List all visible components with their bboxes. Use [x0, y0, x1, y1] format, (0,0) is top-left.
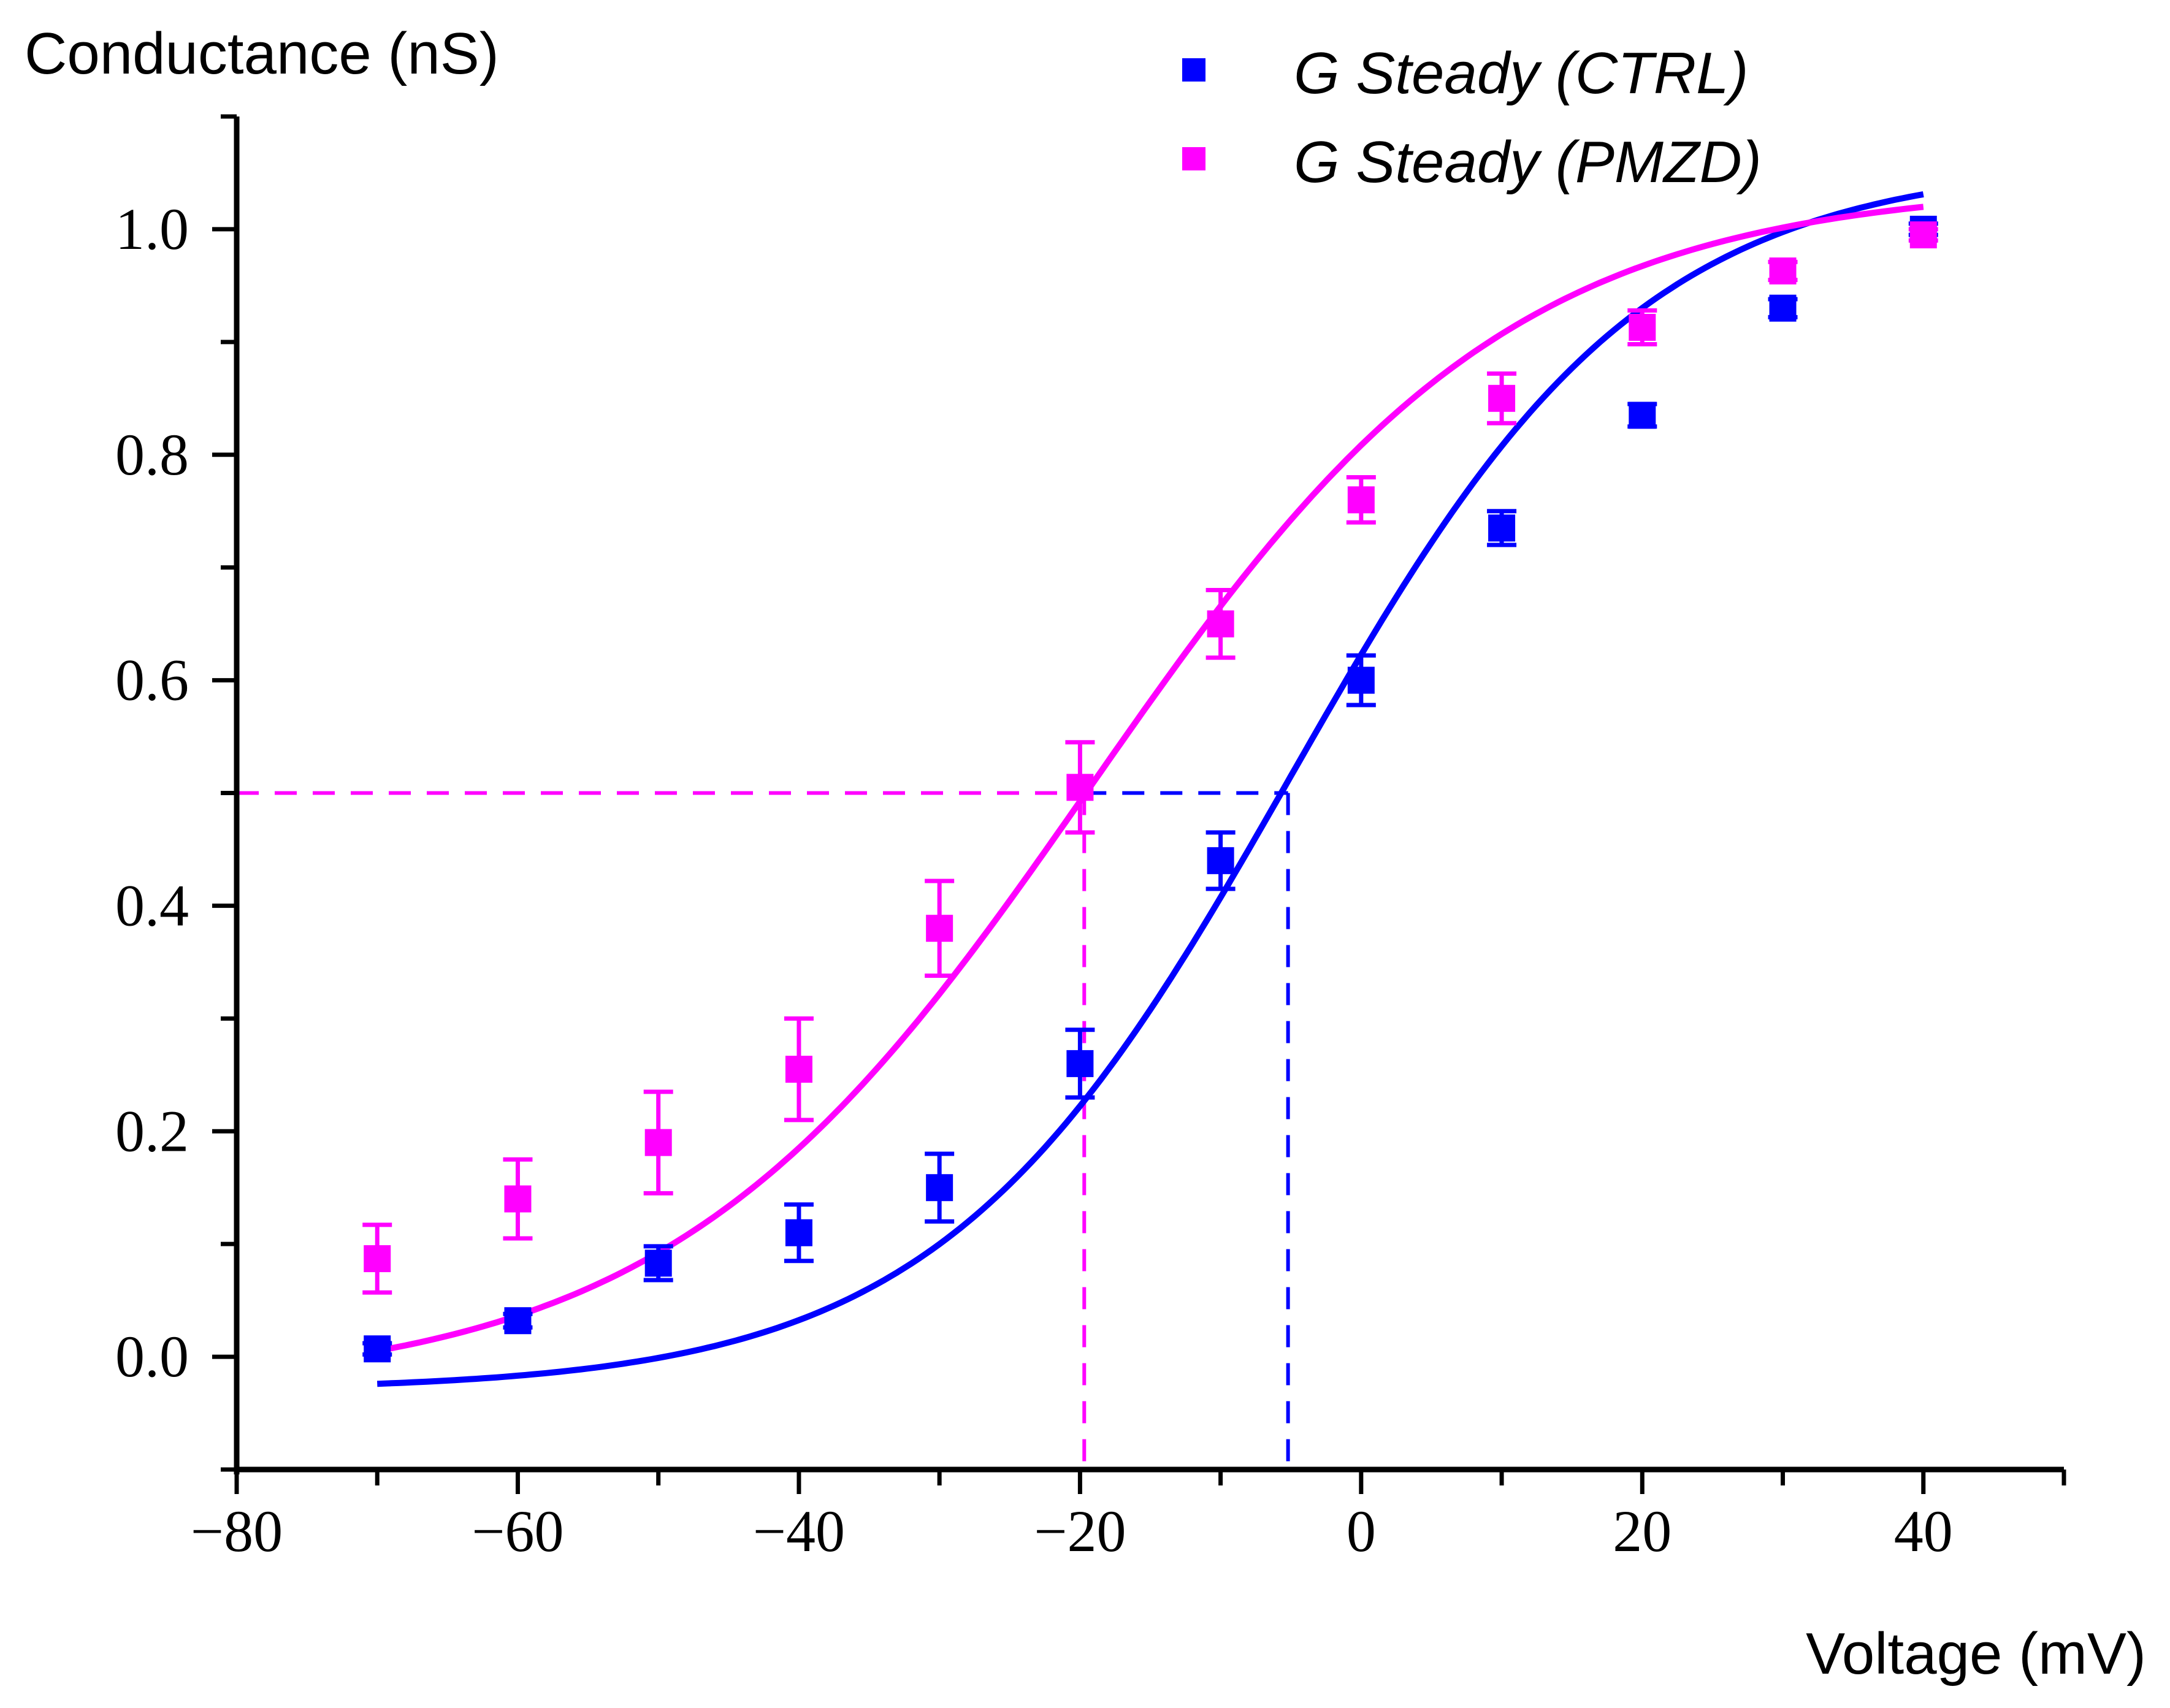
- x-tick-label: −80: [191, 1498, 283, 1564]
- x-tick-label: 20: [1613, 1498, 1671, 1564]
- y-tick-label: 0.4: [115, 872, 189, 938]
- y-tick-label: 0.8: [115, 422, 189, 487]
- pmzd-data-point: [504, 1185, 532, 1213]
- pmzd-data-point: [364, 1245, 391, 1273]
- pmzd-data-point: [1909, 221, 1937, 249]
- y-tick-label: 0.2: [115, 1098, 189, 1164]
- y-tick-label: 1.0: [115, 196, 189, 262]
- ctrl-data-point: [1066, 1050, 1094, 1077]
- ctrl-data-point: [644, 1249, 672, 1277]
- legend-label-ctrl: G Steady (CTRL): [1294, 40, 1749, 106]
- pmzd-data-point: [785, 1056, 812, 1083]
- pmzd-data-point: [1347, 486, 1375, 514]
- ctrl-data-point: [1629, 402, 1656, 429]
- error-bars: [362, 221, 1938, 1357]
- x-tick-label: −60: [472, 1498, 564, 1564]
- ctrl-data-point: [1347, 666, 1375, 694]
- fit-curves: [376, 191, 1924, 1387]
- x-tick-label: −20: [1034, 1498, 1126, 1564]
- x-tick-label: 40: [1894, 1498, 1953, 1564]
- pmzd-data-point: [1769, 257, 1797, 284]
- x-tick-label: 0: [1347, 1498, 1376, 1564]
- ctrl-data-point: [364, 1335, 391, 1363]
- y-tick-label: 0.0: [115, 1324, 189, 1389]
- reference-lines: [237, 791, 1290, 1470]
- ctrl-data-point: [504, 1307, 532, 1335]
- pmzd-data-point: [644, 1129, 672, 1156]
- pmzd-fit-curve: [376, 204, 1924, 1354]
- pmzd-data-point: [1066, 774, 1094, 801]
- x-tick-label: −40: [753, 1498, 845, 1564]
- data-points: [364, 215, 1937, 1363]
- axes: −80 −60 −40 −20 0 20 40 0.0 0.2 0.4 0.6 0.8 1.0: [115, 114, 2066, 1564]
- pmzd-data-point: [1629, 313, 1656, 341]
- pmzd-data-point: [926, 915, 953, 942]
- ctrl-data-point: [1207, 847, 1234, 874]
- ctrl-data-point: [1769, 294, 1797, 322]
- pmzd-data-point: [1207, 610, 1234, 638]
- ctrl-data-point: [1488, 514, 1516, 542]
- y-tick-label: 0.6: [115, 647, 189, 713]
- legend-marker-ctrl: [1182, 58, 1205, 82]
- ctrl-data-point: [926, 1174, 953, 1202]
- x-axis-title: Voltage (mV): [1806, 1621, 2146, 1687]
- legend-marker-pmzd: [1182, 147, 1205, 170]
- ctrl-fit-curve: [376, 191, 1924, 1387]
- legend: G Steady (CTRL) G Steady (PMZD): [1182, 40, 1762, 195]
- y-axis-title: Conductance (nS): [25, 21, 499, 86]
- ctrl-data-point: [785, 1219, 812, 1246]
- pmzd-data-point: [1488, 384, 1516, 412]
- legend-label-pmzd: G Steady (PMZD): [1294, 129, 1762, 195]
